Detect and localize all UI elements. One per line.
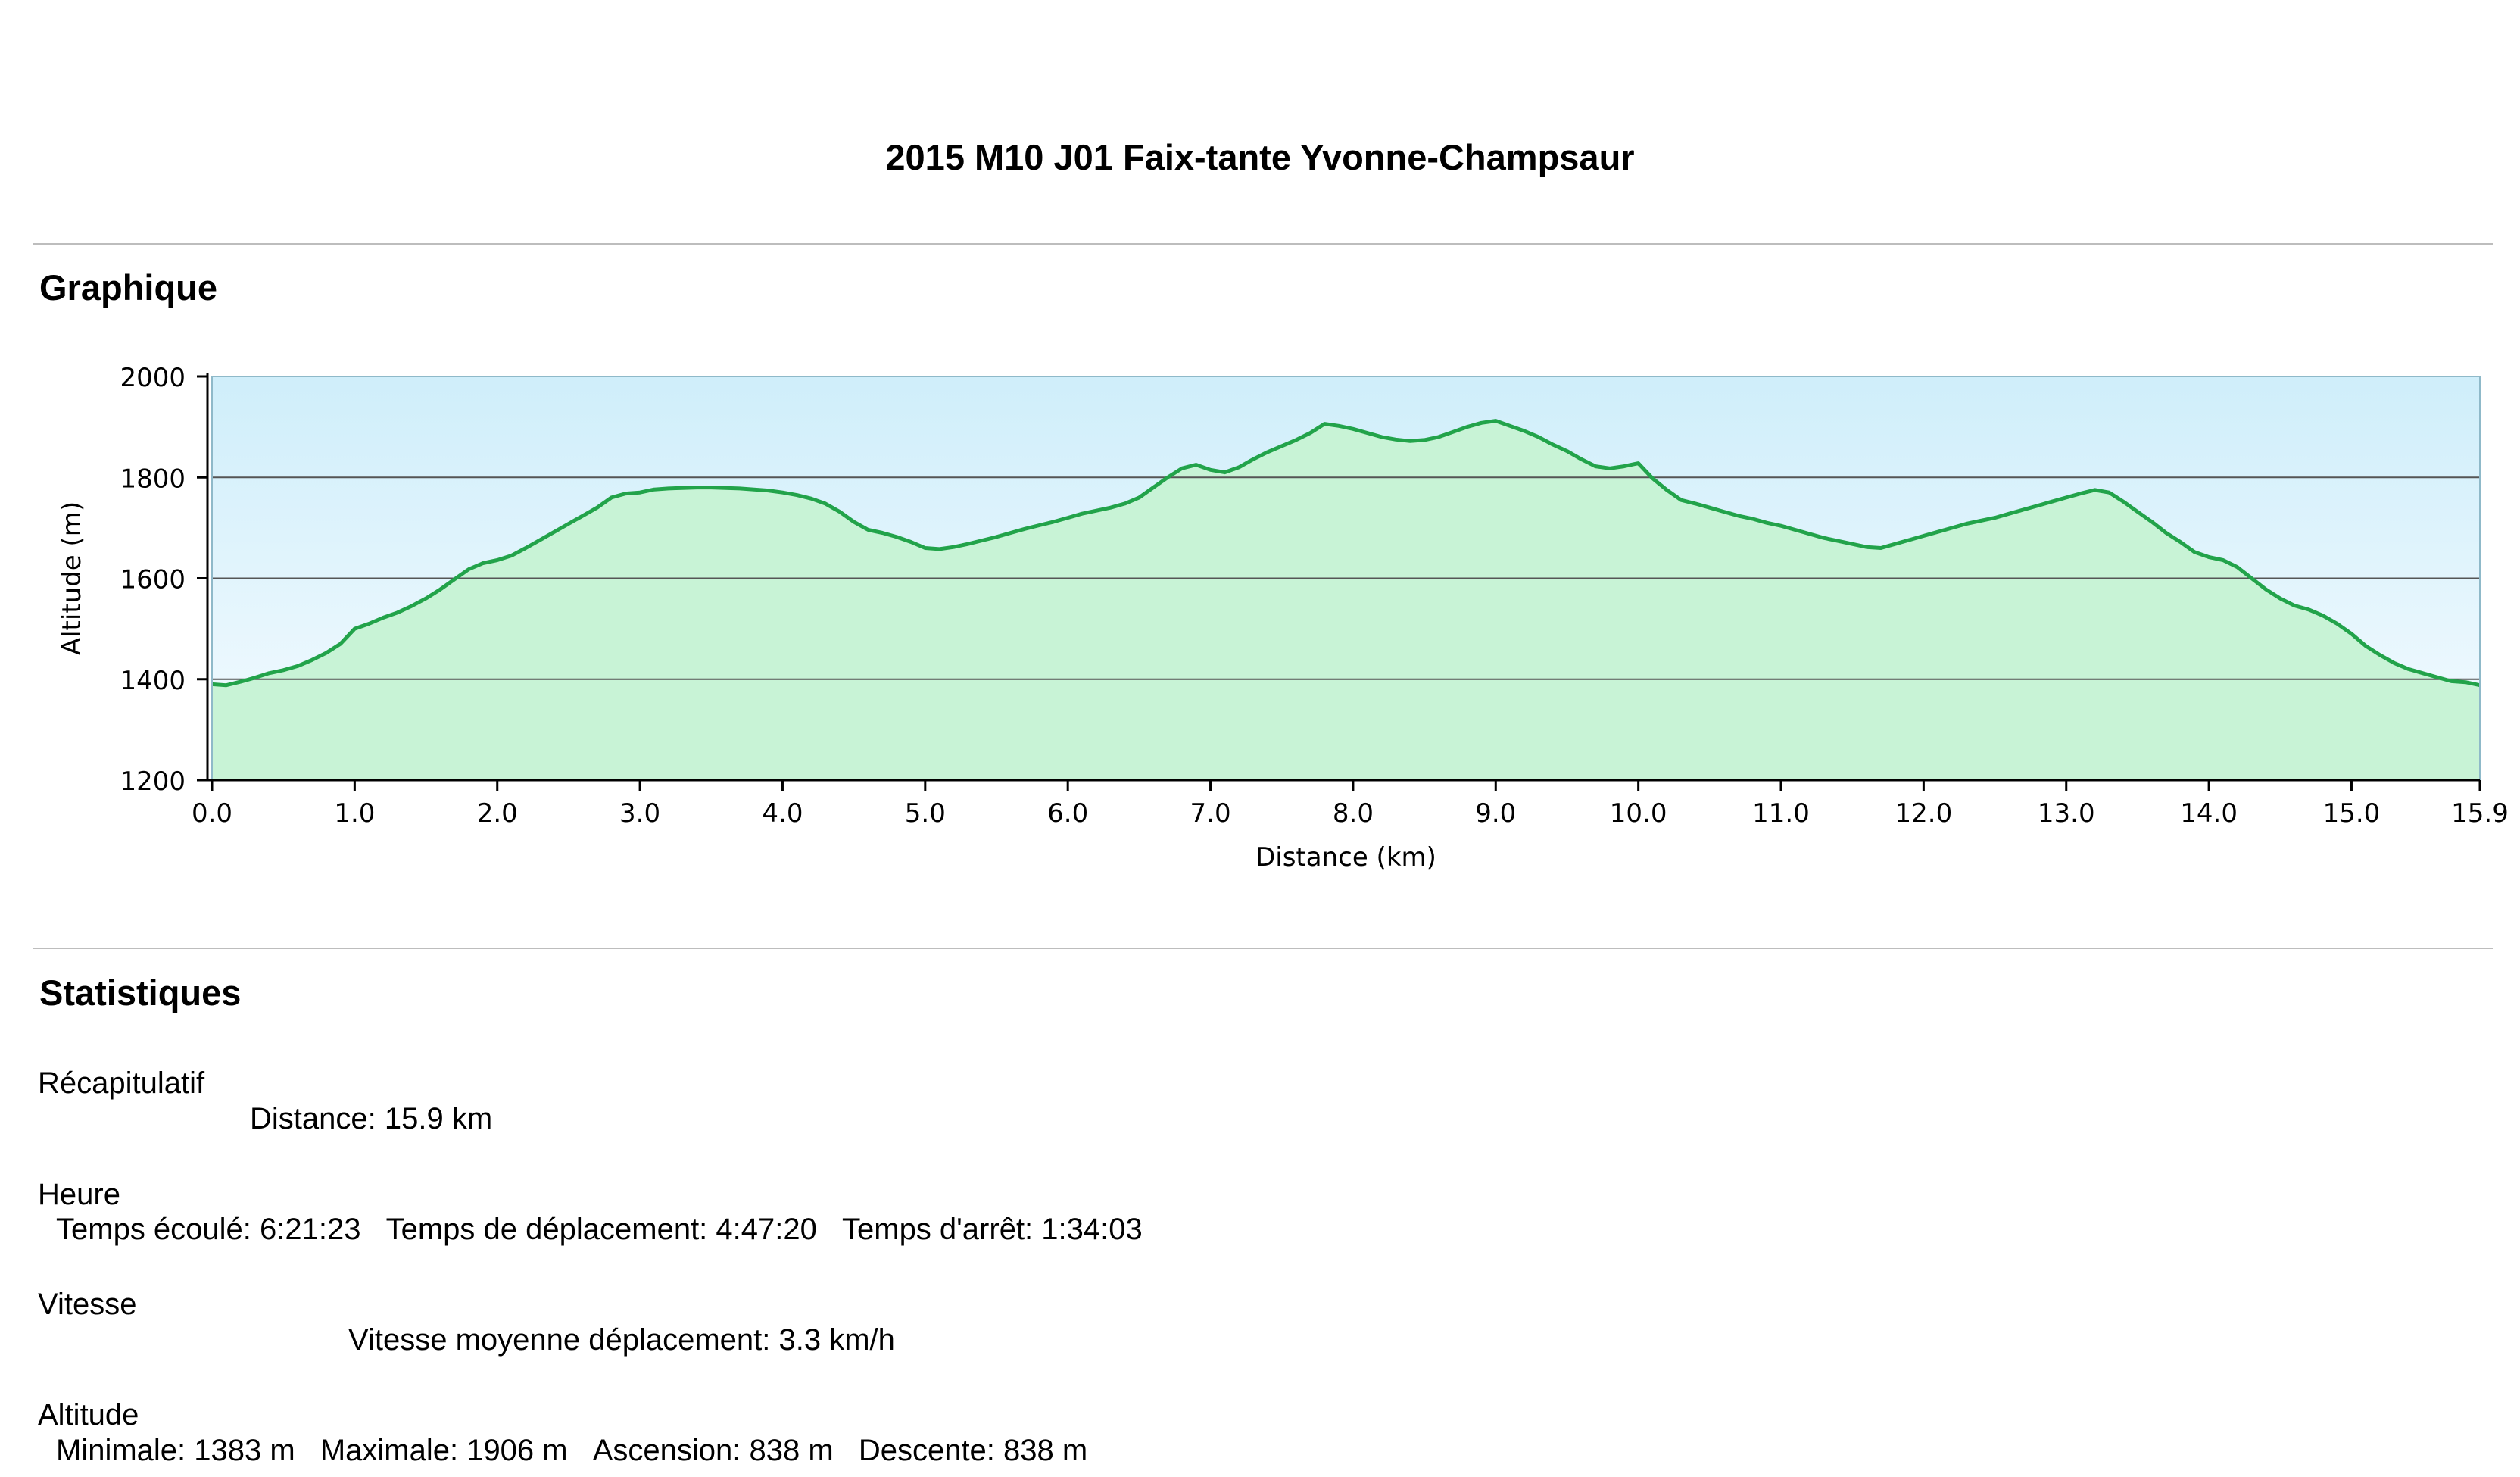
y-tick-label-1600: 1600 [120, 565, 186, 595]
stat-distance: Distance: 15.9 km [250, 1102, 493, 1135]
divider-middle [33, 948, 2493, 949]
elevation-chart: 2000 1800 1600 1400 1200 0.0 1.0 2.0 3.0 4.0 5.0 6.… [0, 333, 2520, 894]
y-axis-label: Altitude (m) [57, 501, 87, 655]
graph-heading: Graphique [39, 267, 218, 308]
page-title: 2015 M10 J01 Faix-tante Yvonne-Champsaur [885, 137, 1635, 177]
stat-moving-speed: Vitesse moyenne déplacement: 3.3 km/h [348, 1323, 895, 1357]
y-tick-label-1200: 1200 [120, 767, 186, 797]
x-tick-label-6.0: 6.0 [1047, 798, 1088, 829]
stat-elapsed-time: Temps écoulé: 6:21:23 [56, 1213, 361, 1246]
stat-moving-time: Temps de déplacement: 4:47:20 [385, 1213, 817, 1246]
y-tick-label-2000: 2000 [120, 363, 186, 393]
x-tick-label-8.0: 8.0 [1333, 798, 1374, 829]
stat-stopped-time: Temps d'arrêt: 1:34:03 [842, 1213, 1143, 1246]
stats-time-line: Temps écoulé: 6:21:23 Temps de déplaceme… [56, 1213, 1143, 1247]
elevation-area [212, 420, 2480, 780]
x-tick-label-11.0: 11.0 [1752, 798, 1810, 829]
x-tick-label-14.0: 14.0 [2180, 798, 2238, 829]
stats-summary-label: Récapitulatif [38, 1066, 205, 1100]
stats-time-label: Heure [38, 1178, 120, 1211]
x-tick-label-1.0: 1.0 [334, 798, 375, 829]
stat-max-altitude: Maximale: 1906 m [320, 1434, 568, 1467]
stats-heading: Statistiques [39, 973, 242, 1013]
x-tick-label-4.0: 4.0 [762, 798, 803, 829]
x-axis-label: Distance (km) [1255, 842, 1436, 873]
stats-speed-line: Vitesse moyenne déplacement: 3.3 km/h [348, 1323, 895, 1357]
stats-altitude-label: Altitude [38, 1398, 139, 1432]
stat-descent: Descente: 838 m [858, 1434, 1088, 1467]
elevation-line [211, 419, 2481, 688]
x-tick-label-13.0: 13.0 [2038, 798, 2095, 829]
x-tick-label-7.0: 7.0 [1190, 798, 1231, 829]
x-tick-label-0.0: 0.0 [192, 798, 232, 829]
stats-speed-label: Vitesse [38, 1288, 137, 1321]
divider-top [33, 243, 2493, 245]
stat-min-altitude: Minimale: 1383 m [56, 1434, 295, 1467]
x-tick-label-15.0: 15.0 [2323, 798, 2381, 829]
stat-ascent: Ascension: 838 m [592, 1434, 834, 1467]
x-tick-label-3.0: 3.0 [619, 798, 660, 829]
x-tick-label-12.0: 12.0 [1895, 798, 1953, 829]
x-tick-label-15.9: 15.9 [2451, 798, 2509, 829]
y-tick-label-1400: 1400 [120, 666, 186, 696]
stats-summary-line: Distance: 15.9 km [250, 1102, 492, 1136]
y-tick-label-1800: 1800 [120, 464, 186, 494]
x-tick-label-5.0: 5.0 [905, 798, 946, 829]
x-tick-label-2.0: 2.0 [477, 798, 518, 829]
stats-altitude-line: Minimale: 1383 m Maximale: 1906 m Ascens… [56, 1434, 1087, 1468]
x-tick-label-9.0: 9.0 [1475, 798, 1516, 829]
x-tick-label-10.0: 10.0 [1610, 798, 1667, 829]
